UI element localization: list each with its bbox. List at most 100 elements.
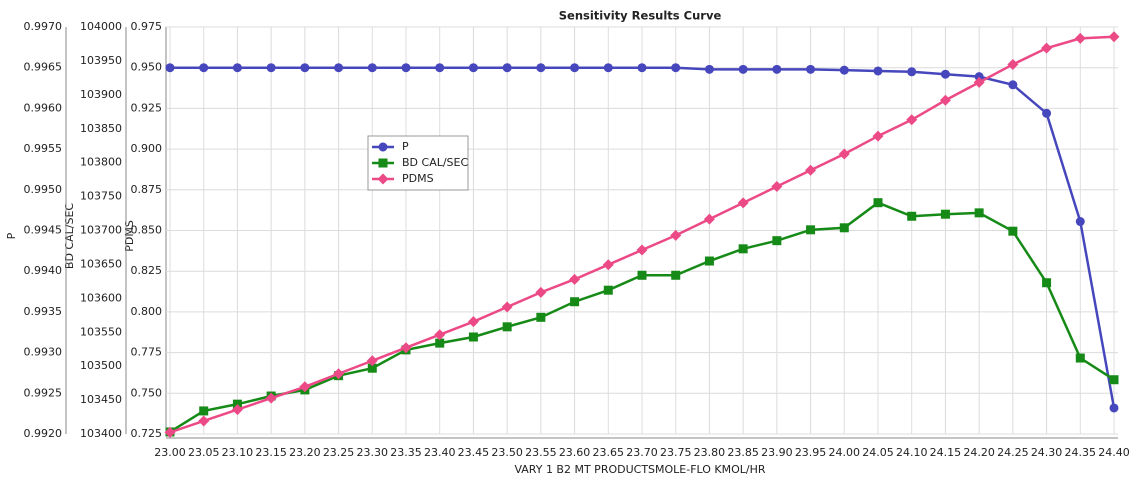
x-tick-label: 23.10	[222, 446, 254, 459]
chart-title: Sensitivity Results Curve	[559, 9, 722, 23]
data-point	[1008, 80, 1018, 90]
y-tick-label: 0.9925	[24, 386, 63, 399]
data-point	[570, 297, 580, 307]
x-tick-label: 23.00	[154, 446, 186, 459]
data-point	[973, 76, 985, 88]
y-tick-label: 0.9945	[24, 224, 63, 237]
data-point	[603, 63, 613, 73]
data-point	[199, 406, 209, 416]
y2-tick-label: 103550	[80, 325, 122, 338]
x-tick-label: 23.25	[323, 446, 355, 459]
x-tick-label: 24.40	[1098, 446, 1130, 459]
data-point	[198, 415, 210, 427]
y-tick-label: 0.9950	[24, 183, 63, 196]
legend-label: P	[402, 140, 409, 153]
x-tick-label: 24.15	[930, 446, 962, 459]
data-point	[1075, 217, 1085, 227]
data-point	[502, 322, 512, 332]
x-tick-label: 24.10	[896, 446, 928, 459]
y-tick-label: 0.9960	[24, 101, 63, 114]
x-tick-label: 24.35	[1065, 446, 1097, 459]
data-point	[435, 338, 445, 348]
x-tick-label: 23.70	[626, 446, 658, 459]
y3-tick-label: 0.825	[131, 264, 163, 277]
y-tick-label: 0.9935	[24, 305, 63, 318]
y2-tick-label: 103750	[80, 190, 122, 203]
y2-tick-label: 103850	[80, 122, 122, 135]
y2-tick-label: 103800	[80, 156, 122, 169]
legend-marker	[378, 142, 388, 152]
y3-tick-label: 0.950	[131, 61, 163, 74]
data-point	[570, 63, 580, 73]
x-tick-label: 23.35	[390, 446, 422, 459]
y-tick-label: 0.9940	[24, 264, 63, 277]
x-tick-label: 24.30	[1031, 446, 1063, 459]
data-point	[1042, 278, 1052, 288]
x-tick-label: 24.00	[829, 446, 861, 459]
data-point	[805, 164, 817, 176]
data-point	[468, 332, 478, 342]
legend-marker	[377, 173, 389, 185]
data-point	[333, 368, 345, 380]
y3-tick-label: 0.925	[131, 101, 163, 114]
data-point	[704, 64, 714, 74]
data-point	[400, 342, 412, 354]
data-point	[940, 209, 950, 219]
data-point	[165, 63, 175, 73]
y2-tick-label: 103500	[80, 359, 122, 372]
data-point	[872, 130, 884, 142]
y3-tick-label: 0.800	[131, 305, 163, 318]
x-tick-label: 23.50	[491, 446, 523, 459]
data-point	[1109, 403, 1119, 413]
data-point	[603, 285, 613, 295]
data-point	[231, 404, 243, 416]
data-point	[839, 65, 849, 75]
data-point	[873, 66, 883, 76]
data-point	[536, 63, 546, 73]
data-point	[367, 63, 377, 73]
data-point	[806, 64, 816, 74]
data-point	[602, 259, 614, 271]
data-point	[974, 208, 984, 218]
x-tick-label: 24.05	[862, 446, 894, 459]
y2-axis-title: BD CAL/SEC	[63, 203, 76, 269]
x-tick-label: 23.05	[188, 446, 220, 459]
data-point	[771, 181, 783, 193]
y2-tick-label: 103400	[80, 427, 122, 440]
data-point	[974, 72, 984, 82]
y3-tick-label: 0.750	[131, 386, 163, 399]
x-axis-title: VARY 1 B2 MT PRODUCTSMOLE-FLO KMOL/HR	[514, 463, 765, 476]
legend-label: BD CAL/SEC	[402, 156, 468, 169]
data-point	[1109, 375, 1119, 385]
y-tick-label: 0.9920	[24, 427, 63, 440]
y2-tick-label: 103900	[80, 88, 122, 101]
data-point	[636, 244, 648, 256]
data-point	[1042, 108, 1052, 118]
data-point	[300, 63, 310, 73]
y-tick-label: 0.9930	[24, 346, 63, 359]
data-point	[468, 63, 478, 73]
data-point	[199, 63, 209, 73]
y3-tick-label: 0.875	[131, 183, 163, 196]
x-tick-label: 23.80	[694, 446, 726, 459]
data-point	[502, 63, 512, 73]
data-point	[738, 64, 748, 74]
data-point	[265, 392, 277, 404]
x-tick-label: 23.55	[525, 446, 557, 459]
y-tick-label: 0.9965	[24, 61, 63, 74]
data-point	[1075, 353, 1085, 363]
y3-tick-label: 0.900	[131, 142, 163, 155]
y2-tick-label: 103450	[80, 393, 122, 406]
data-point	[906, 114, 918, 126]
x-tick-label: 23.45	[458, 446, 490, 459]
x-tick-label: 23.20	[289, 446, 321, 459]
x-tick-label: 24.25	[997, 446, 1029, 459]
x-tick-label: 23.65	[593, 446, 625, 459]
data-point	[772, 64, 782, 74]
legend: P BD CAL/SEC PDMS	[367, 135, 469, 191]
data-point	[939, 94, 951, 106]
y2-tick-label: 103950	[80, 54, 122, 67]
data-point	[671, 270, 681, 280]
data-point	[838, 148, 850, 160]
